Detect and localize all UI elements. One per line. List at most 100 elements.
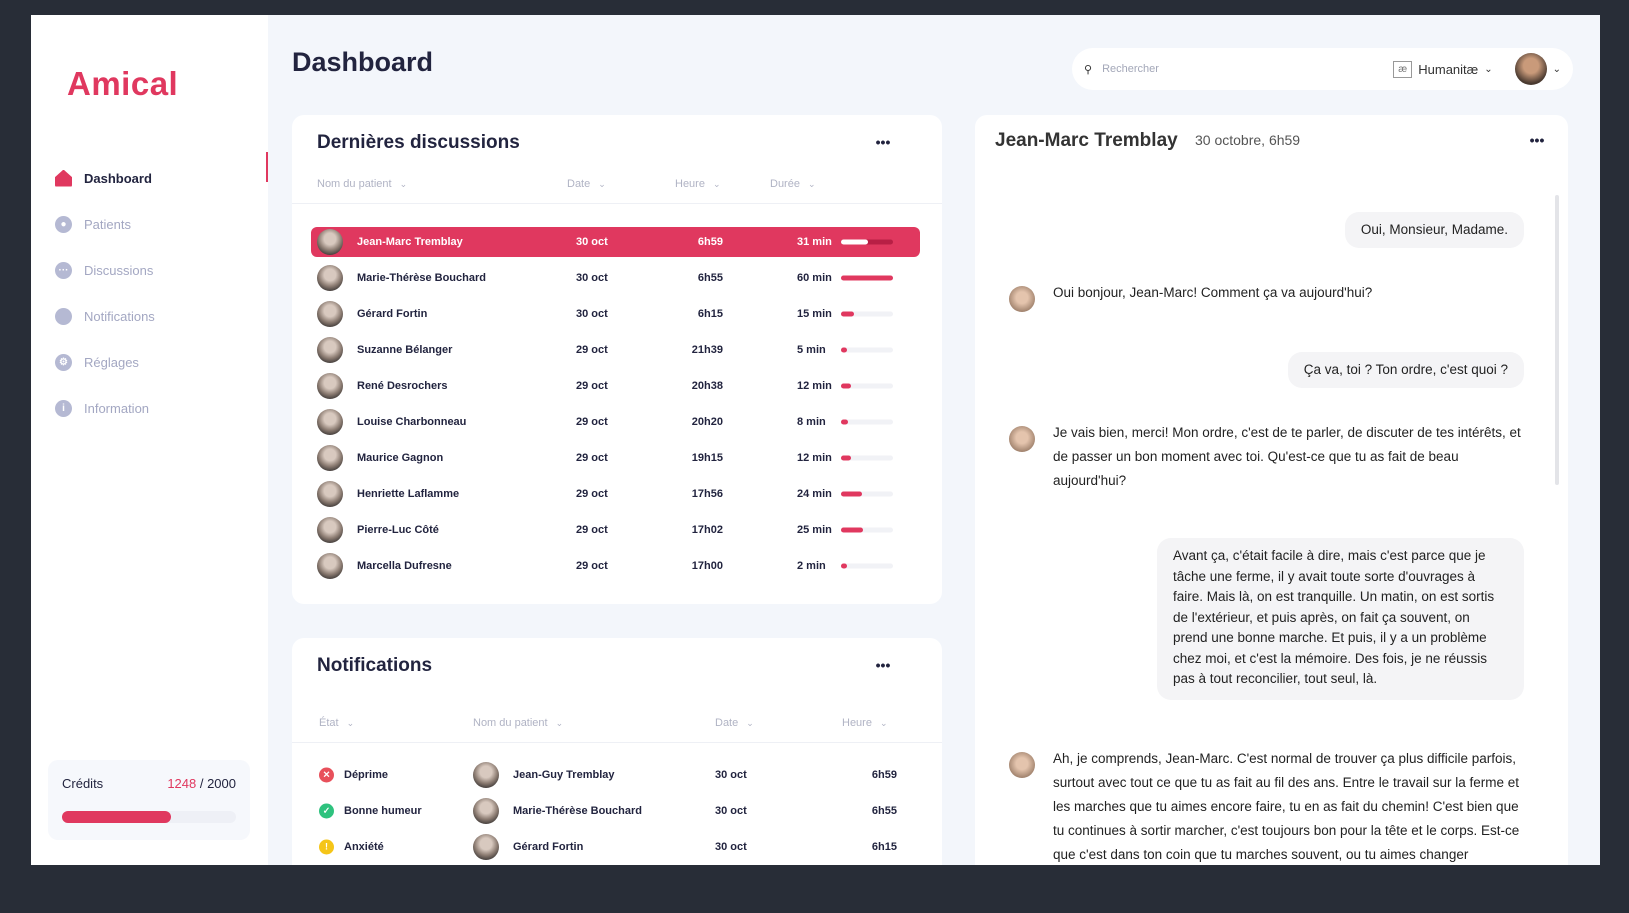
more-options-button[interactable]: ••• <box>875 657 891 673</box>
logo: Amical <box>67 65 179 102</box>
duration: 31 min <box>797 236 832 248</box>
patient-name: Gérard Fortin <box>513 841 584 853</box>
sidebar-item-information[interactable]: i Information <box>55 385 155 431</box>
duration-bar-fill <box>841 347 847 353</box>
chevron-down-icon: ⌄ <box>598 179 606 189</box>
date: 29 oct <box>576 416 608 428</box>
more-options-button[interactable]: ••• <box>1529 132 1545 148</box>
sidebar-item-patients[interactable]: ● Patients <box>55 201 155 247</box>
sidebar-item-label: Patients <box>84 216 131 232</box>
table-row[interactable]: Jean-Marc Tremblay 30 oct 6h59 31 min <box>311 227 920 257</box>
column-header-2[interactable]: Heure ⌄ <box>675 178 721 190</box>
time: 6h59 <box>697 236 723 248</box>
patient-name: René Desrochers <box>357 380 448 392</box>
duration-bar-fill <box>841 311 854 317</box>
message-assistant: Oui bonjour, Jean-Marc! Comment ça va au… <box>1053 285 1373 300</box>
credits-label: Crédits <box>62 776 104 791</box>
discussions-card: Dernières discussions ••• Nom du patient… <box>292 115 942 604</box>
avatar <box>1514 53 1547 85</box>
status-bonne-humeur-icon: ✓ <box>319 803 334 819</box>
sidebar-item-discussions[interactable]: ··· Discussions <box>55 247 155 293</box>
chevron-down-icon: ⌄ <box>807 179 816 189</box>
column-header-label: Date <box>715 717 739 729</box>
assistant-avatar <box>1009 426 1035 452</box>
notifications-card: Notifications ••• État ⌄ Nom du patient ⌄ Da… <box>292 638 942 865</box>
home-icon <box>55 169 72 187</box>
time: 6h15 <box>871 841 897 853</box>
duration-bar-fill <box>841 563 847 569</box>
date: 30 oct <box>715 841 747 853</box>
table-row[interactable]: ! Anxiété Gérard Fortin 30 oct 6h15 <box>311 832 920 862</box>
message-assistant: Ah, je comprends, Jean-Marc. C'est norma… <box>1053 751 1520 862</box>
organization-selector[interactable]: æ Humanitæ ⌄ <box>1393 60 1493 78</box>
page-title: Dashboard <box>292 47 434 77</box>
time: 21h39 <box>691 344 723 356</box>
date: 29 oct <box>576 524 608 536</box>
message-patient: Avant ça, c'était facile à dire, mais c'… <box>1157 538 1524 700</box>
patient-name: Marie-Thérèse Bouchard <box>357 272 486 284</box>
table-row[interactable]: Pierre-Luc Côté 29 oct 17h02 25 min <box>311 515 920 545</box>
duration-bar <box>841 527 893 533</box>
credits-progress-fill <box>62 811 171 823</box>
duration: 2 min <box>797 560 826 572</box>
table-row[interactable]: Suzanne Bélanger 29 oct 21h39 5 min <box>311 335 920 365</box>
avatar <box>317 409 343 435</box>
chevron-down-icon: ⌄ <box>399 179 408 189</box>
sidebar-item-notifications[interactable]: Notifications <box>55 293 155 339</box>
date: 30 oct <box>715 769 747 781</box>
status-label: Bonne humeur <box>344 805 422 817</box>
column-header-label: Nom du patient <box>473 717 548 729</box>
table-row[interactable]: ✕ Déprime Jean-Guy Tremblay 30 oct 6h59 <box>311 760 920 790</box>
table-row[interactable]: René Desrochers 29 oct 20h38 12 min <box>311 371 920 401</box>
avatar <box>317 517 343 543</box>
duration: 15 min <box>797 308 832 320</box>
sidebar-item-reglages[interactable]: ⚙ Réglages <box>55 339 155 385</box>
credits-card: Crédits 1248 / 2000 <box>48 760 250 840</box>
column-header-label: État <box>319 717 339 729</box>
sidebar-item-label: Réglages <box>84 354 139 370</box>
table-row[interactable]: Marcella Dufresne 29 oct 17h00 2 min <box>311 551 920 581</box>
date: 29 oct <box>576 452 608 464</box>
table-row[interactable]: Louise Charbonneau 29 oct 20h20 8 min <box>311 407 920 437</box>
sidebar-item-dashboard[interactable]: Dashboard <box>55 155 155 201</box>
avatar <box>317 481 343 507</box>
avatar <box>317 337 343 363</box>
patient-name: Jean-Marc Tremblay <box>357 236 463 248</box>
message-patient: Ça va, toi ? Ton ordre, c'est quoi ? <box>1287 352 1524 388</box>
time: 17h00 <box>691 560 723 572</box>
column-header-2[interactable]: Date ⌄ <box>715 717 754 729</box>
conversation-panel: Jean-Marc Tremblay 30 octobre, 6h59 ••• … <box>975 115 1568 865</box>
duration-bar <box>841 491 893 497</box>
notifications-title: Notifications <box>317 655 433 676</box>
chevron-down-icon: ⌄ <box>879 718 888 728</box>
duration-bar <box>841 311 893 317</box>
column-header-1[interactable]: Nom du patient ⌄ <box>473 717 563 729</box>
user-menu[interactable]: ⌄ <box>1514 53 1561 85</box>
table-row[interactable]: ✓ Bonne humeur Marie-Thérèse Bouchard 30 oc… <box>311 796 920 826</box>
scrollbar[interactable] <box>1555 195 1559 485</box>
table-row[interactable]: Gérard Fortin 30 oct 6h15 15 min <box>311 299 920 329</box>
conversation-date: 30 octobre, 6h59 <box>1195 132 1301 148</box>
column-header-3[interactable]: Durée ⌄ <box>770 178 816 190</box>
chevron-down-icon: ⌄ <box>346 718 355 728</box>
patient-name: Jean-Guy Tremblay <box>513 769 615 781</box>
search-input[interactable]: ⚲ Rechercher <box>1084 63 1159 76</box>
duration-bar <box>841 383 893 389</box>
column-header-0[interactable]: État ⌄ <box>319 717 354 729</box>
table-row[interactable]: Maurice Gagnon 29 oct 19h15 12 min <box>311 443 920 473</box>
column-header-label: Durée <box>770 178 800 190</box>
column-header-3[interactable]: Heure ⌄ <box>842 717 888 729</box>
table-row[interactable]: Marie-Thérèse Bouchard 30 oct 6h55 60 min <box>311 263 920 293</box>
info-icon: i <box>55 399 72 417</box>
more-options-button[interactable]: ••• <box>875 134 891 150</box>
duration-bar-fill <box>841 275 893 281</box>
duration-bar <box>841 563 893 569</box>
patient-name: Gérard Fortin <box>357 308 428 320</box>
patient-name: Maurice Gagnon <box>357 452 444 464</box>
patient-name: Louise Charbonneau <box>357 416 467 428</box>
search-icon: ⚲ <box>1084 63 1093 76</box>
column-header-0[interactable]: Nom du patient ⌄ <box>317 178 407 190</box>
date: 30 oct <box>576 236 608 248</box>
table-row[interactable]: Henriette Laflamme 29 oct 17h56 24 min <box>311 479 920 509</box>
column-header-1[interactable]: Date ⌄ <box>567 178 606 190</box>
